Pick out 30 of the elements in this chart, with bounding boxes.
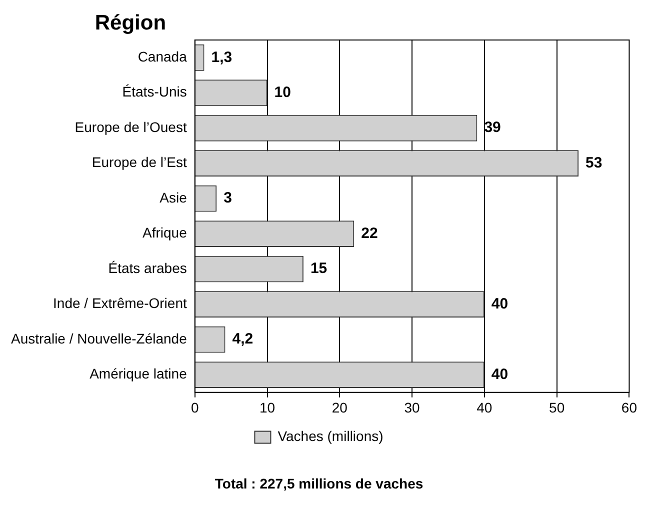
y-tick-label: Asie [160,189,188,206]
data-label: 3 [224,190,232,207]
data-label: 4,2 [232,330,254,348]
x-tick-label: 30 [404,400,420,416]
data-label: 53 [586,154,602,172]
y-tick-label: États arabes [108,260,187,276]
y-tick-label: Canada [138,48,188,64]
x-tick-label: 50 [549,400,565,416]
x-tick-label: 0 [190,400,199,416]
data-label: 40 [491,295,508,312]
x-tick-label: 10 [259,400,276,416]
data-label: 15 [310,260,328,278]
y-axis-title: Région [94,11,166,34]
data-label: 1,3 [211,48,232,66]
y-tick-label: États-Unis [122,84,187,100]
y-tick-label: Amérique latine [90,366,188,382]
legend-label: Vaches (millions) [278,428,384,444]
data-label: 39 [484,119,501,136]
y-tick-label: Europe de l’Est [92,154,187,170]
y-tick-label: Afrique [142,224,188,241]
x-tick-label: 20 [332,400,348,416]
data-label: 40 [491,366,508,383]
x-tick-label: 40 [476,400,492,416]
y-tick-label: Australie / Nouvelle-Zélande [10,330,188,346]
x-tick-label: 60 [621,400,638,416]
y-tick-label: Inde / Extrême-Orient [53,295,187,312]
y-tick-label: Europe de l’Ouest [74,118,187,135]
data-label: 22 [361,224,378,242]
text: Total : 227,5 millions de vaches [214,475,424,492]
data-label: 10 [274,84,291,101]
